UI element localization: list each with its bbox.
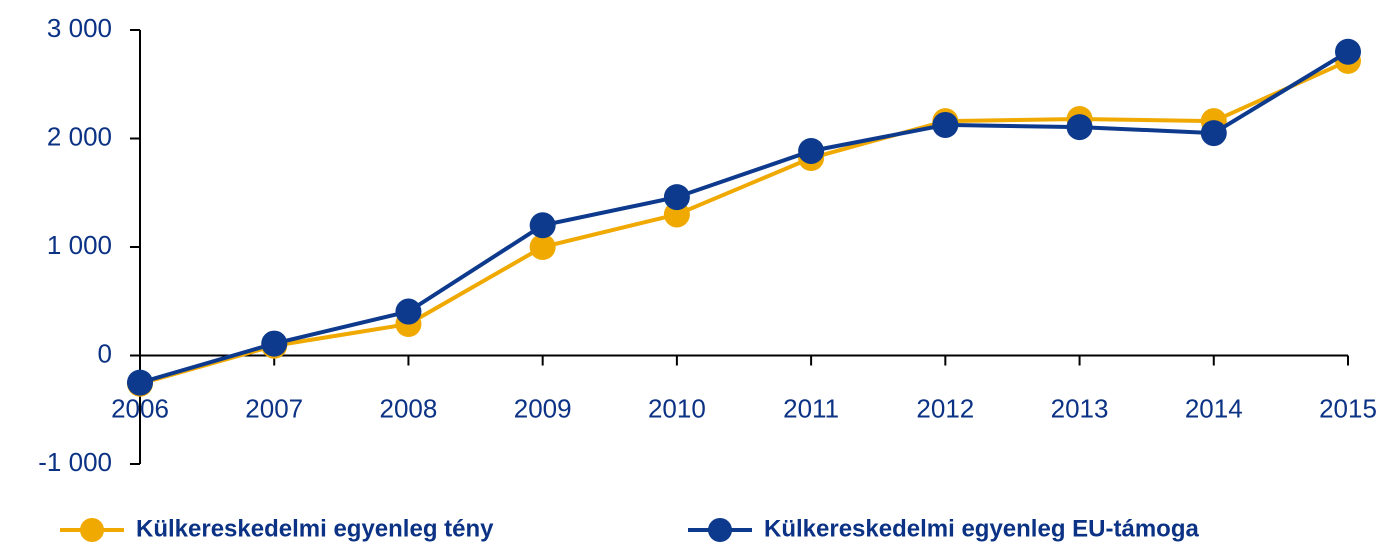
point <box>395 298 422 325</box>
x-tick-label: 2009 <box>514 393 572 423</box>
x-tick-label: 2010 <box>648 393 706 423</box>
point <box>529 212 556 239</box>
legend-label: Külkereskedelmi egyenleg EU-támoga <box>764 515 1199 542</box>
legend-marker <box>708 518 732 542</box>
point <box>1200 120 1227 147</box>
y-tick-label: 3 000 <box>47 13 112 43</box>
x-tick-label: 2007 <box>245 393 303 423</box>
y-tick-label: -1 000 <box>38 447 112 477</box>
y-tick-label: 0 <box>98 338 112 368</box>
x-tick-label: 2008 <box>380 393 438 423</box>
point <box>663 184 690 211</box>
x-tick-label: 2014 <box>1185 393 1243 423</box>
x-tick-label: 2006 <box>111 393 169 423</box>
x-tick-label: 2015 <box>1319 393 1377 423</box>
legend-label: Külkereskedelmi egyenleg tény <box>136 515 494 542</box>
series-line <box>139 59 1349 386</box>
y-tick-label: 2 000 <box>47 121 112 151</box>
series-line <box>139 49 1350 385</box>
point <box>261 330 288 357</box>
point <box>529 234 556 260</box>
point <box>932 111 959 138</box>
x-tick-label: 2011 <box>783 393 839 423</box>
point <box>1066 114 1093 141</box>
y-tick-label: 1 000 <box>47 230 112 260</box>
point <box>1335 38 1361 65</box>
point <box>127 369 153 396</box>
x-tick-label: 2012 <box>916 393 974 423</box>
x-tick-label: 2013 <box>1051 393 1109 423</box>
legend-marker <box>80 518 104 542</box>
point <box>798 137 825 164</box>
